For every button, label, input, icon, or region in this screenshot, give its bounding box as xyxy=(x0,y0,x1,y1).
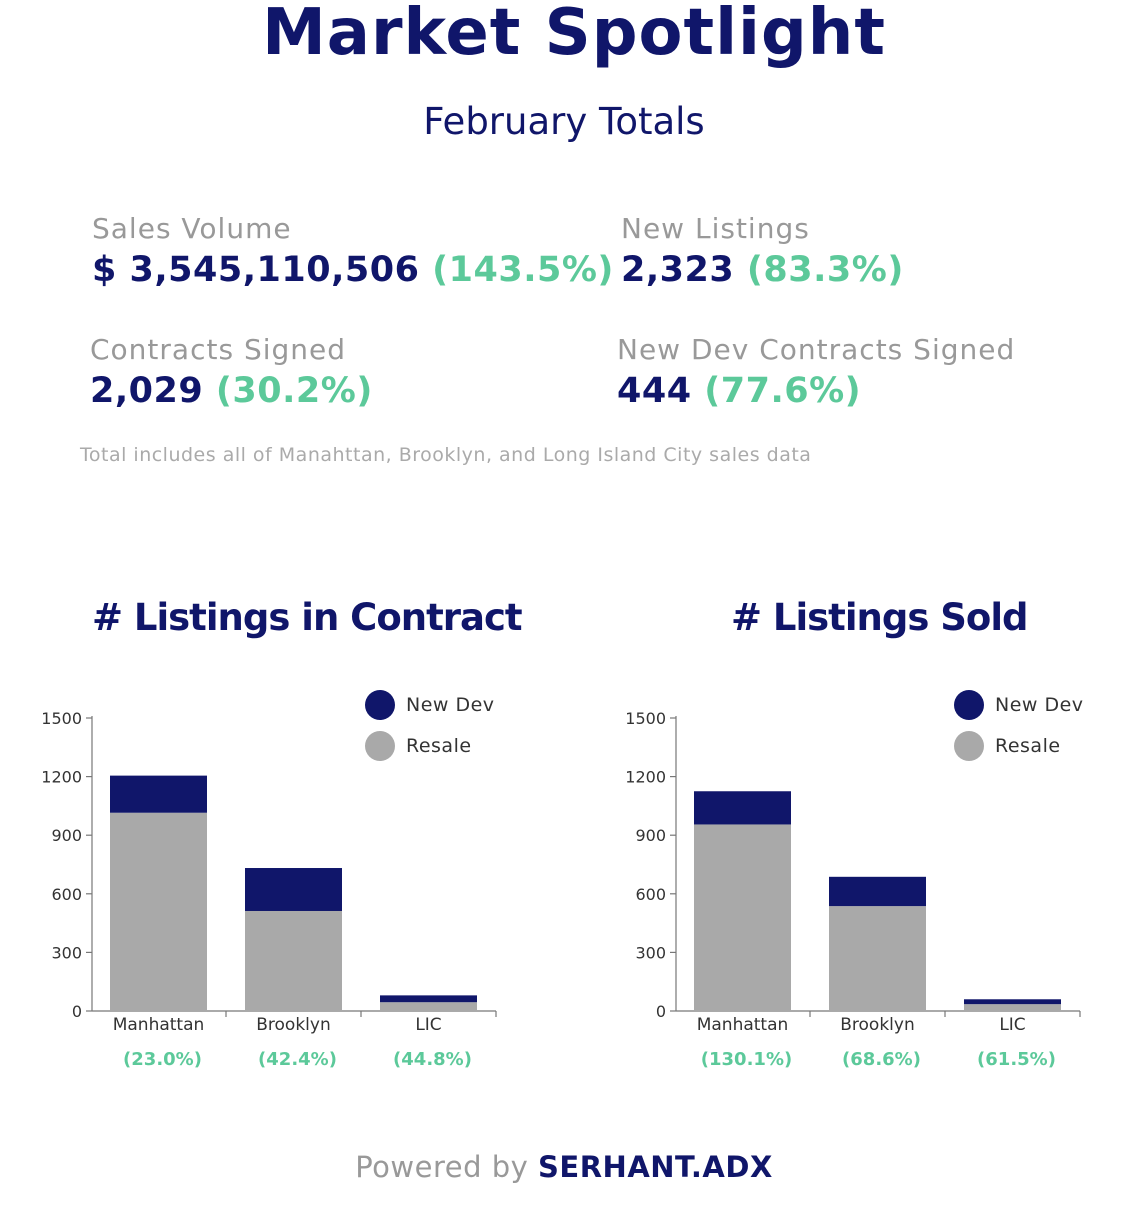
sold-change-label: (61.5%) xyxy=(977,1049,1056,1070)
sold-chart-title: # Listings Sold xyxy=(731,596,1029,639)
contracts-signed-change: (30.2%) xyxy=(215,371,373,411)
sales-volume-change: (143.5%) xyxy=(432,250,614,290)
contract-legend-label: New Dev xyxy=(406,694,495,716)
contract-bar-resale-lic xyxy=(380,1002,477,1011)
sales-volume-stat: $ 3,545,110,506 (143.5%) xyxy=(92,250,614,290)
powered-by-text: Powered by xyxy=(355,1150,529,1184)
sold-y-tick-label: 1200 xyxy=(625,768,666,787)
sold-bar-resale-lic xyxy=(964,1004,1061,1011)
sold-bar-resale-manhattan xyxy=(694,824,791,1011)
contract-chart-title: # Listings in Contract xyxy=(92,596,523,639)
sold-y-tick-label: 300 xyxy=(635,943,666,962)
page-title: Market Spotlight xyxy=(262,0,886,70)
sold-x-tick-label: Brooklyn xyxy=(840,1015,914,1035)
sold-legend-marker xyxy=(954,690,984,720)
new-dev-contracts-stat: 444 (77.6%) xyxy=(617,371,861,411)
sold-legend-marker xyxy=(954,731,984,761)
contract-bar-new-dev-brooklyn xyxy=(245,868,342,911)
contracts-signed-stat: 2,029 (30.2%) xyxy=(90,371,373,411)
contract-x-tick-label: Manhattan xyxy=(113,1015,205,1035)
contract-x-tick-label: Brooklyn xyxy=(256,1015,330,1035)
new-listings-value: 2,323 xyxy=(621,250,735,290)
sold-bar-resale-brooklyn xyxy=(829,906,926,1011)
contract-legend-marker xyxy=(365,690,395,720)
new-dev-contracts-label: New Dev Contracts Signed xyxy=(617,333,1016,366)
contract-y-tick-label: 1500 xyxy=(41,709,82,728)
sold-x-tick-label: LIC xyxy=(999,1015,1025,1035)
sold-y-tick-label: 900 xyxy=(635,826,666,845)
sold-legend-label: New Dev xyxy=(995,694,1084,716)
sold-bar-new-dev-lic xyxy=(964,999,1061,1005)
contracts-signed-label: Contracts Signed xyxy=(90,333,347,366)
new-dev-contracts-value: 444 xyxy=(617,371,692,411)
contract-change-label: (44.8%) xyxy=(393,1049,472,1070)
contract-bar-new-dev-lic xyxy=(380,995,477,1003)
new-dev-contracts-change: (77.6%) xyxy=(704,371,862,411)
new-listings-stat: 2,323 (83.3%) xyxy=(621,250,904,290)
contract-y-tick-label: 1200 xyxy=(41,768,82,787)
sales-volume-value: $ 3,545,110,506 xyxy=(92,250,420,290)
footer: Powered by SERHANT.ADX xyxy=(0,1150,1128,1184)
new-listings-change: (83.3%) xyxy=(746,250,904,290)
sold-y-tick-label: 0 xyxy=(656,1002,666,1021)
contract-legend-marker xyxy=(365,731,395,761)
sold-x-tick-label: Manhattan xyxy=(697,1015,789,1035)
contract-change-label: (42.4%) xyxy=(258,1049,337,1070)
brand-name: SERHANT.ADX xyxy=(538,1150,773,1184)
contract-x-tick-label: LIC xyxy=(415,1015,441,1035)
new-listings-label: New Listings xyxy=(621,212,810,245)
contract-bar-new-dev-manhattan xyxy=(110,775,207,813)
data-note: Total includes all of Manahttan, Brookly… xyxy=(80,444,812,466)
contract-legend-label: Resale xyxy=(406,735,472,757)
sales-volume-label: Sales Volume xyxy=(92,212,292,245)
sold-change-label: (130.1%) xyxy=(701,1049,792,1070)
contract-bar-resale-manhattan xyxy=(110,812,207,1011)
page-subtitle: February Totals xyxy=(423,100,705,143)
contract-bar-resale-brooklyn xyxy=(245,910,342,1011)
sold-bar-new-dev-brooklyn xyxy=(829,876,926,907)
contracts-signed-value: 2,029 xyxy=(90,371,204,411)
contract-y-tick-label: 600 xyxy=(51,885,82,904)
sold-legend-label: Resale xyxy=(995,735,1061,757)
sold-change-label: (68.6%) xyxy=(842,1049,921,1070)
sold-y-tick-label: 600 xyxy=(635,885,666,904)
contract-y-tick-label: 300 xyxy=(51,943,82,962)
contract-y-tick-label: 900 xyxy=(51,826,82,845)
contract-change-label: (23.0%) xyxy=(123,1049,202,1070)
sold-bar-new-dev-manhattan xyxy=(694,791,791,825)
sold-y-tick-label: 1500 xyxy=(625,709,666,728)
contract-y-tick-label: 0 xyxy=(72,1002,82,1021)
